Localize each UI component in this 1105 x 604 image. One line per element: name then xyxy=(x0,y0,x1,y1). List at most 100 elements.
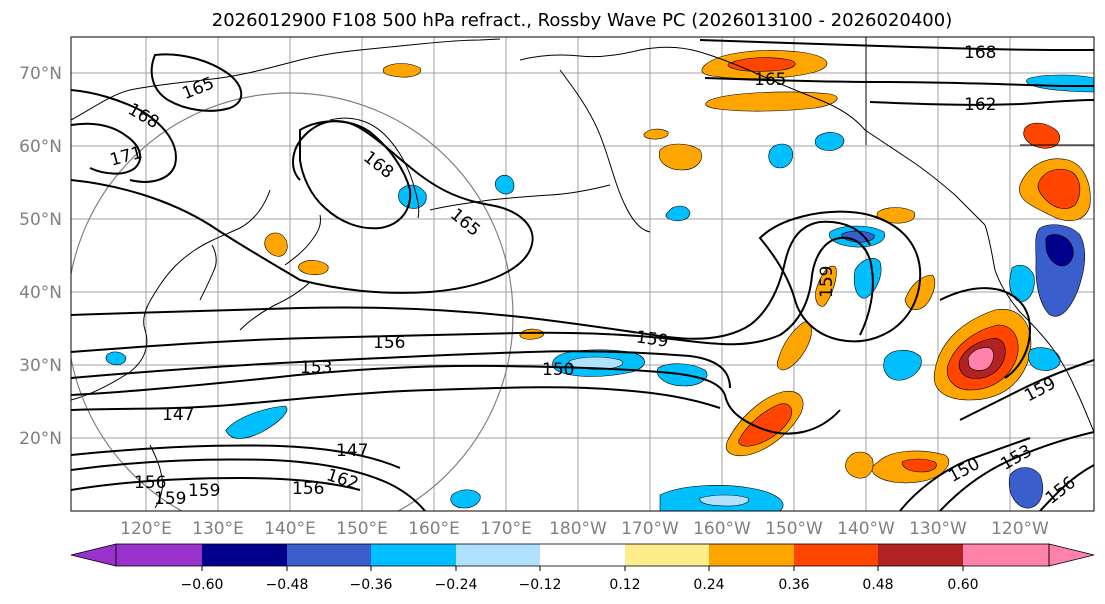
lon-label: 150°W xyxy=(765,519,823,539)
contour-165-north xyxy=(704,77,1094,87)
contour-label: 153 xyxy=(300,358,332,378)
shade-negative-24n-135e xyxy=(225,405,288,439)
coastlines xyxy=(71,37,1094,509)
shade-positive-33n-150w xyxy=(776,321,812,371)
contour-156-south xyxy=(71,444,401,469)
shade-negative-53n-165e xyxy=(494,174,515,195)
colorbar-tick-label: −0.36 xyxy=(350,577,393,593)
lat-label: 60°N xyxy=(19,137,62,157)
colorbar-segment xyxy=(540,544,625,566)
shade-positive-15n-140w-core xyxy=(901,458,937,473)
shade-negative-32n-120w xyxy=(1028,347,1061,371)
colorbar-extend-max xyxy=(1048,543,1095,567)
shade-positive-44n-148w xyxy=(815,265,837,307)
lon-label: 130°E xyxy=(192,519,244,539)
shade-negative-30n-140w xyxy=(883,349,922,381)
coast-bering-coast xyxy=(559,69,651,233)
coast-china xyxy=(71,189,271,401)
colorbar-tick-label: −0.48 xyxy=(266,577,309,593)
coast-na-west xyxy=(984,224,1094,433)
contour-159 xyxy=(71,220,871,340)
shade-positive-30n-130w-peak xyxy=(967,347,994,371)
coast-korea xyxy=(199,244,217,301)
colorbar-segment xyxy=(456,544,540,566)
contour-label: 159 xyxy=(817,266,837,298)
contour-label: 156 xyxy=(292,479,324,499)
shade-positive-25n-155w-core xyxy=(738,403,793,447)
colorbar-segment xyxy=(625,544,709,566)
colorbar-tick-label: 0.48 xyxy=(862,577,893,593)
colorbar-segment xyxy=(116,544,202,566)
shade-negative-68n-150w xyxy=(1026,74,1094,93)
coast-aleutians xyxy=(429,184,611,211)
shade-positive-13n-155w xyxy=(845,451,874,479)
map-title: 2026012900 F108 500 hPa refract., Rossby… xyxy=(212,10,953,31)
lon-label: 160°E xyxy=(408,519,460,539)
shade-negative-52n-165w xyxy=(665,205,691,222)
latitude-labels: 70°N 60°N 50°N 40°N 30°N 20°N xyxy=(19,64,62,449)
colorbar-tick-label: −0.24 xyxy=(435,577,478,593)
contour-168-west xyxy=(71,89,177,183)
contour-165-west-loop xyxy=(150,53,243,112)
map-panel: 165 168 171 168 165 168 165 162 156 153 … xyxy=(70,36,1095,512)
shaded-anomaly-field xyxy=(105,50,1094,511)
lon-label: 120°W xyxy=(991,519,1049,539)
shade-positive-64n-145w xyxy=(705,91,838,112)
shade-positive-43n-145e xyxy=(298,260,329,276)
lon-label: 150°E xyxy=(336,519,388,539)
colorbar-segment xyxy=(371,544,456,566)
colorbar-segment xyxy=(202,544,287,566)
contour-150-east xyxy=(959,359,1094,421)
contour-153-east xyxy=(899,437,1031,511)
colorbar-segment xyxy=(709,544,794,566)
shade-negative-14n-170e xyxy=(450,489,481,509)
contour-label: 165 xyxy=(754,70,786,90)
lat-label: 30°N xyxy=(19,356,62,376)
colorbar-segment xyxy=(794,544,878,566)
shade-positive-45n-135w xyxy=(904,274,936,310)
contour-159-south xyxy=(71,458,426,511)
colorbar-tick-label: 0.60 xyxy=(947,577,978,593)
contour-label: 156 xyxy=(134,473,166,493)
contour-147-north xyxy=(71,386,721,411)
colorbar-tick-label: 0.24 xyxy=(693,577,724,593)
contour-171 xyxy=(71,122,142,175)
contour-162-south xyxy=(71,476,361,491)
coast-asia-mainland xyxy=(71,38,501,121)
coast-alaska xyxy=(519,46,986,226)
lat-label: 40°N xyxy=(19,283,62,303)
lon-label: 170°E xyxy=(480,519,532,539)
colorbar-segment xyxy=(963,544,1049,566)
contour-label: 159 xyxy=(154,489,186,509)
contour-168-mid xyxy=(299,120,412,230)
lon-label: 180°W xyxy=(549,519,607,539)
lon-label: 140°W xyxy=(837,519,895,539)
contour-label: 159 xyxy=(188,481,220,501)
lon-label: 140°E xyxy=(264,519,316,539)
lon-label: 170°W xyxy=(621,519,679,539)
lat-label: 70°N xyxy=(19,64,62,84)
colorbar-segment xyxy=(287,544,371,566)
border-canada-us xyxy=(865,37,1094,146)
contour-label: 156 xyxy=(373,333,405,353)
contour-156-east xyxy=(939,431,1094,511)
contour-label: 168 xyxy=(964,43,996,63)
contour-159-loop-east xyxy=(758,210,922,343)
shade-negative-60n-130w xyxy=(814,132,845,151)
colorbar-tick-label: 0.12 xyxy=(609,577,640,593)
contour-label: 159 xyxy=(635,327,670,351)
contour-159-east xyxy=(939,287,1032,379)
colorbar-border xyxy=(115,543,1050,567)
colorbar-tick-label: −0.60 xyxy=(181,577,224,593)
shade-negative-12n-165w-light xyxy=(699,494,750,507)
shade-positive-58n-170w xyxy=(658,143,702,171)
contour-label: 162 xyxy=(964,95,996,115)
contour-168-north xyxy=(699,39,1094,51)
colorbar-tick-label: 0.36 xyxy=(778,577,809,593)
contour-156 xyxy=(71,236,874,353)
map-border xyxy=(70,36,1095,512)
longitude-labels: 120°E 130°E 140°E 150°E 160°E 170°E 180°… xyxy=(120,519,1049,539)
colorbar-segment xyxy=(878,544,963,566)
shade-negative-20n-120w xyxy=(1008,467,1043,509)
contour-162-north xyxy=(869,99,1094,106)
